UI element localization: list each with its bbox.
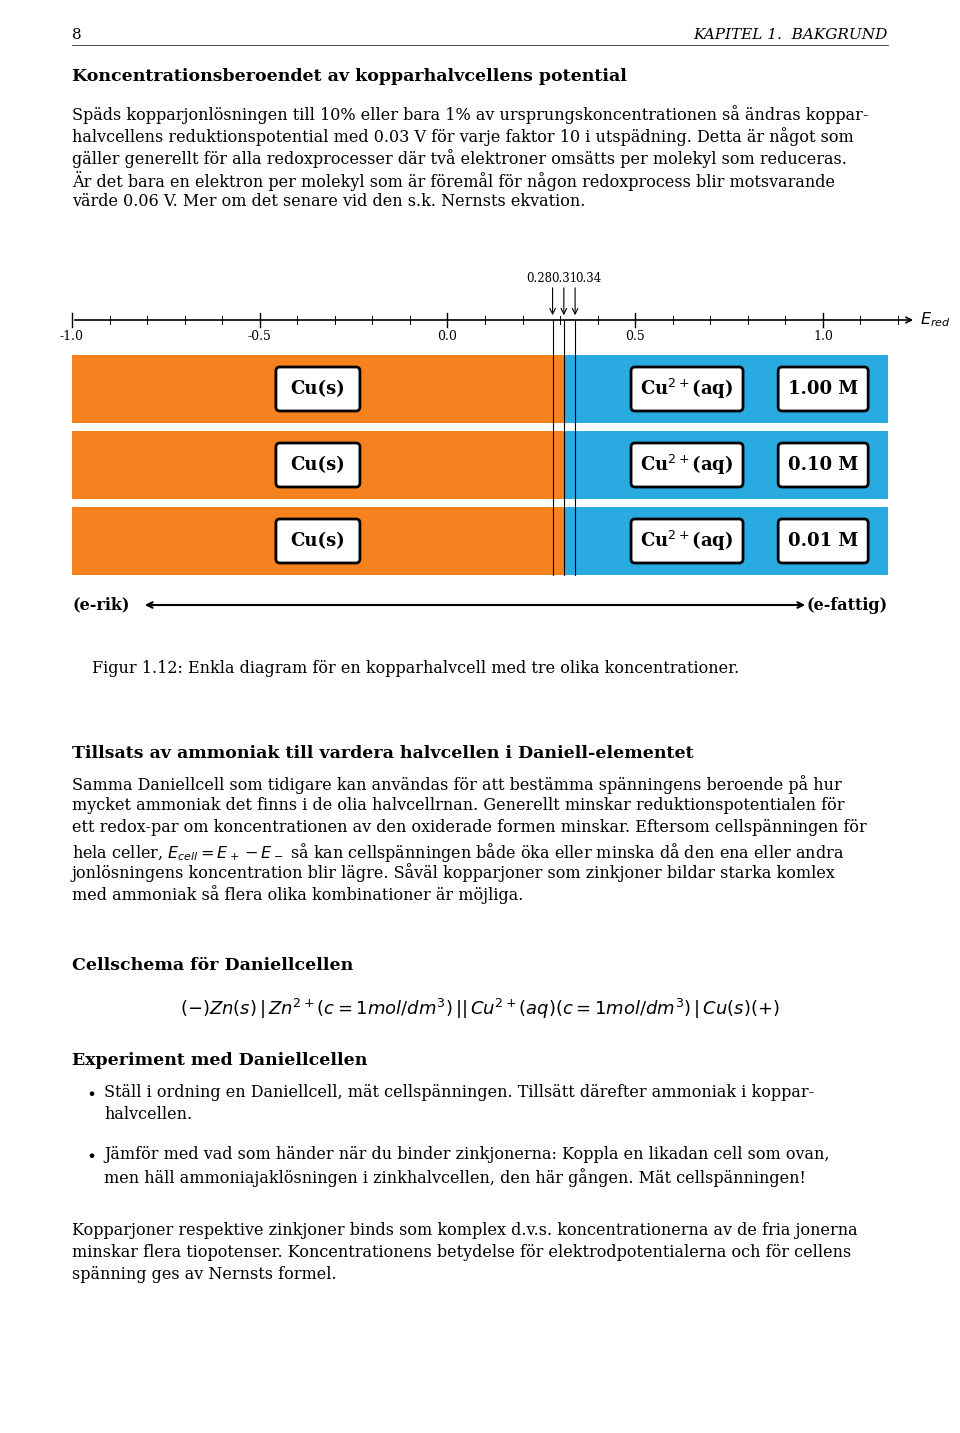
Text: gäller generellt för alla redoxprocesser där två elektroner omsätts per molekyl : gäller generellt för alla redoxprocesser… bbox=[72, 149, 847, 168]
Text: Cu(s): Cu(s) bbox=[291, 456, 346, 474]
Bar bbox=[564, 431, 888, 499]
Text: Koncentrationsberoendet av kopparhalvcellens potential: Koncentrationsberoendet av kopparhalvcel… bbox=[72, 67, 627, 85]
Text: Cu$^{2+}$(aq): Cu$^{2+}$(aq) bbox=[640, 529, 733, 553]
Text: 0.5: 0.5 bbox=[625, 330, 645, 342]
Text: halvcellen.: halvcellen. bbox=[104, 1106, 192, 1123]
Text: Cellschema för Daniellcellen: Cellschema för Daniellcellen bbox=[72, 957, 353, 974]
Text: Cu(s): Cu(s) bbox=[291, 532, 346, 550]
Text: Figur 1.12: Enkla diagram för en kopparhalvcell med tre olika koncentrationer.: Figur 1.12: Enkla diagram för en kopparh… bbox=[92, 661, 739, 676]
Text: 1.00 M: 1.00 M bbox=[788, 380, 858, 398]
Text: $\bullet$: $\bullet$ bbox=[86, 1146, 95, 1164]
Text: 0.0: 0.0 bbox=[438, 330, 457, 342]
Text: spänning ges av Nernsts formel.: spänning ges av Nernsts formel. bbox=[72, 1265, 337, 1283]
Text: (e-rik): (e-rik) bbox=[72, 596, 130, 613]
Text: jonlösningens koncentration blir lägre. Såväl kopparjoner som zinkjoner bildar s: jonlösningens koncentration blir lägre. … bbox=[72, 863, 836, 881]
Text: Samma Daniellcell som tidigare kan användas för att bestämma spänningens beroend: Samma Daniellcell som tidigare kan använ… bbox=[72, 775, 842, 794]
Text: $(-)Zn(s)\,|\,Zn^{2+}(c=1mol/dm^3)\,||\,Cu^{2+}(aq)(c=1mol/dm^3)\,|\,Cu(s)(+)$: $(-)Zn(s)\,|\,Zn^{2+}(c=1mol/dm^3)\,||\,… bbox=[180, 997, 780, 1022]
Text: Experiment med Daniellcellen: Experiment med Daniellcellen bbox=[72, 1052, 368, 1069]
FancyBboxPatch shape bbox=[779, 367, 868, 411]
Bar bbox=[564, 507, 888, 575]
Text: Ställ i ordning en Daniellcell, mät cellspänningen. Tillsätt därefter ammoniak i: Ställ i ordning en Daniellcell, mät cell… bbox=[104, 1083, 814, 1101]
Bar bbox=[72, 355, 564, 423]
Text: $\bullet$: $\bullet$ bbox=[86, 1083, 95, 1101]
Text: Cu(s): Cu(s) bbox=[291, 380, 346, 398]
Text: -0.5: -0.5 bbox=[248, 330, 272, 342]
FancyBboxPatch shape bbox=[631, 367, 743, 411]
Text: 8: 8 bbox=[72, 29, 82, 42]
Text: Kopparjoner respektive zinkjoner binds som komplex d.v.s. koncentrationerna av d: Kopparjoner respektive zinkjoner binds s… bbox=[72, 1222, 857, 1240]
Text: Är det bara en elektron per molekyl som är föremål för någon redoxprocess blir m: Är det bara en elektron per molekyl som … bbox=[72, 171, 835, 191]
Text: 0.28: 0.28 bbox=[527, 272, 553, 285]
Text: värde 0.06 V. Mer om det senare vid den s.k. Nernsts ekvation.: värde 0.06 V. Mer om det senare vid den … bbox=[72, 193, 586, 211]
FancyBboxPatch shape bbox=[276, 519, 360, 563]
Text: halvcellens reduktionspotential med 0.03 V för varje faktor 10 i utspädning. Det: halvcellens reduktionspotential med 0.03… bbox=[72, 128, 853, 146]
Text: Cu$^{2+}$(aq): Cu$^{2+}$(aq) bbox=[640, 377, 733, 401]
Text: 0.34: 0.34 bbox=[575, 272, 601, 285]
FancyBboxPatch shape bbox=[631, 519, 743, 563]
FancyBboxPatch shape bbox=[631, 443, 743, 487]
Text: 1.0: 1.0 bbox=[813, 330, 833, 342]
Text: $E_{red}$: $E_{red}$ bbox=[920, 311, 950, 330]
Text: hela celler, $E_{cell} = E_+ - E_-$ så kan cellspänningen både öka eller minska : hela celler, $E_{cell} = E_+ - E_-$ så k… bbox=[72, 841, 844, 864]
Text: KAPITEL 1.  BAKGRUND: KAPITEL 1. BAKGRUND bbox=[694, 29, 888, 42]
Text: ett redox-par om koncentrationen av den oxiderade formen minskar. Eftersom cells: ett redox-par om koncentrationen av den … bbox=[72, 820, 867, 835]
Text: 0.10 M: 0.10 M bbox=[788, 456, 858, 474]
Text: 0.31: 0.31 bbox=[551, 272, 577, 285]
Text: minskar flera tiopotenser. Koncentrationens betydelse för elektrodpotentialerna : minskar flera tiopotenser. Koncentration… bbox=[72, 1244, 852, 1261]
Text: -1.0: -1.0 bbox=[60, 330, 84, 342]
FancyBboxPatch shape bbox=[276, 367, 360, 411]
FancyBboxPatch shape bbox=[779, 519, 868, 563]
Text: men häll ammoniajaklösningen i zinkhalvcellen, den här gången. Mät cellspänninge: men häll ammoniajaklösningen i zinkhalvc… bbox=[104, 1168, 805, 1187]
Bar bbox=[72, 431, 564, 499]
Text: mycket ammoniak det finns i de olia halvcellrnan. Generellt minskar reduktionspo: mycket ammoniak det finns i de olia halv… bbox=[72, 797, 845, 814]
FancyBboxPatch shape bbox=[276, 443, 360, 487]
Text: med ammoniak så flera olika kombinationer är möjliga.: med ammoniak så flera olika kombinatione… bbox=[72, 886, 523, 904]
Text: Jämför med vad som händer när du binder zinkjonerna: Koppla en likadan cell som : Jämför med vad som händer när du binder … bbox=[104, 1146, 829, 1164]
Bar bbox=[72, 507, 564, 575]
Text: (e-fattig): (e-fattig) bbox=[806, 596, 888, 613]
Text: Cu$^{2+}$(aq): Cu$^{2+}$(aq) bbox=[640, 453, 733, 477]
Text: Tillsats av ammoniak till vardera halvcellen i Daniell-elementet: Tillsats av ammoniak till vardera halvce… bbox=[72, 745, 694, 762]
FancyBboxPatch shape bbox=[779, 443, 868, 487]
Text: Späds kopparjonlösningen till 10% eller bara 1% av ursprungskoncentrationen så ä: Späds kopparjonlösningen till 10% eller … bbox=[72, 105, 869, 123]
Bar bbox=[564, 355, 888, 423]
Text: 0.01 M: 0.01 M bbox=[788, 532, 858, 550]
